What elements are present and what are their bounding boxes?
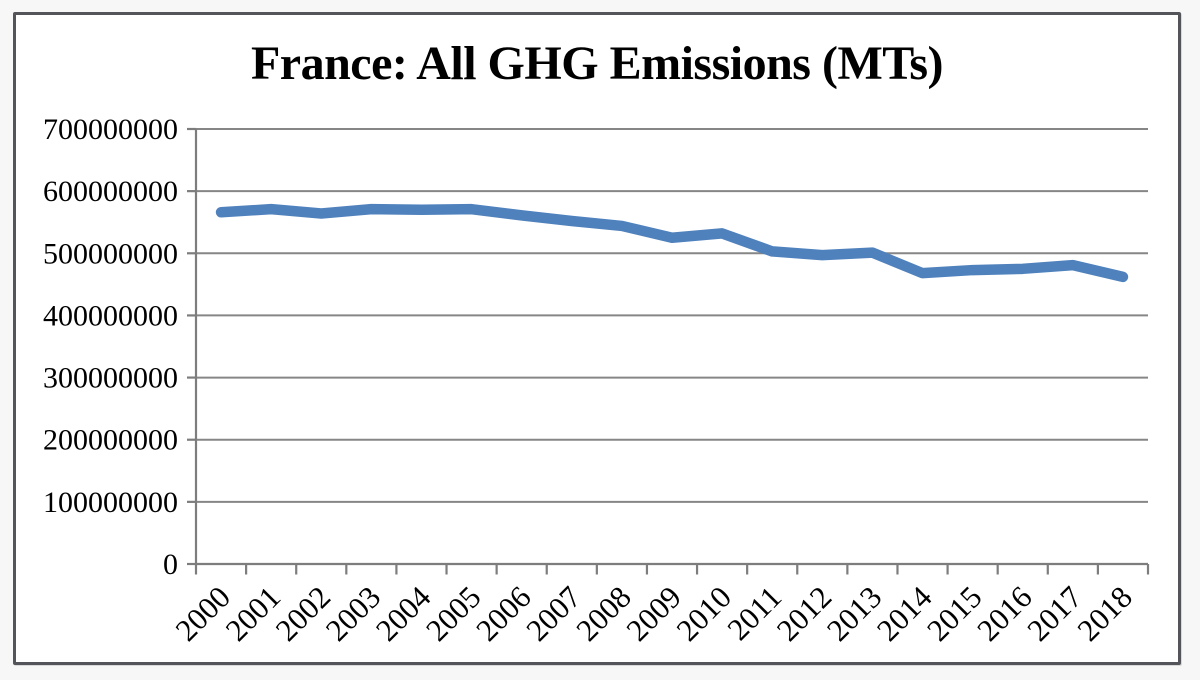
x-axis-tick-labels: 2000200120022003200420052006200720082009… (168, 579, 1138, 648)
chart-frame (13, 12, 1181, 665)
y-axis-tick-labels: 0 100000000 200000000 300000000 400000000 500… (43, 113, 178, 581)
y-tick-label: 0 (163, 548, 178, 581)
y-tick-label: 200000000 (43, 424, 178, 457)
x-tick-label: 2011 (720, 579, 788, 647)
x-tick-label: 2018 (1070, 579, 1139, 648)
ghg-emissions-series-line (215, 203, 1129, 283)
y-tick-label: 100000000 (43, 486, 178, 519)
y-tick-label: 400000000 (43, 299, 178, 332)
y-tick-label: 300000000 (43, 362, 178, 395)
y-tick-label: 600000000 (43, 175, 178, 208)
axes (187, 127, 1150, 575)
y-tick-label: 700000000 (43, 113, 178, 146)
gridlines (196, 128, 1148, 565)
chart-title: France: All GHG Emissions (MTs) (251, 37, 943, 90)
y-tick-label: 500000000 (43, 237, 178, 270)
